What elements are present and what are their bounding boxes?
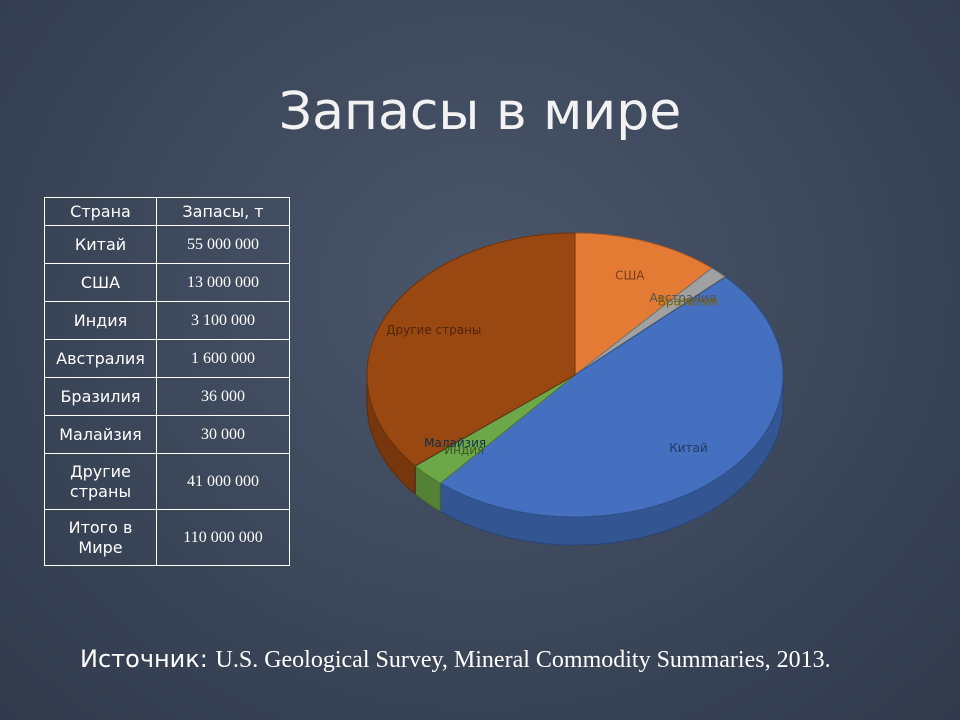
slice-label: Индия [444, 443, 484, 457]
table-row: Бразилия 36 000 [44, 377, 290, 416]
pie-slice [366, 232, 576, 467]
country-cell: США [44, 263, 157, 302]
value-cell: 30 000 [156, 415, 290, 454]
pie-slice [439, 276, 784, 518]
table-header: Страна Запасы, т [44, 197, 290, 226]
table-row: Итого в Мире 110 000 000 [44, 509, 290, 566]
country-cell: Малайзия [44, 415, 157, 454]
slice-label: Бразилия [658, 294, 718, 308]
table-row: Малайзия 30 000 [44, 415, 290, 454]
slice-label: Австралия [649, 291, 716, 305]
table-row: Другие страны 41 000 000 [44, 453, 290, 510]
table-row: США 13 000 000 [44, 263, 290, 302]
country-cell: Бразилия [44, 377, 157, 416]
source: Источник: U.S. Geological Survey, Minera… [80, 645, 831, 674]
value-cell: 1 600 000 [156, 339, 290, 378]
value-cell: 110 000 000 [156, 509, 290, 566]
value-cell: 41 000 000 [156, 453, 290, 510]
value-cell: 13 000 000 [156, 263, 290, 302]
table-row: Индия 3 100 000 [44, 301, 290, 340]
country-cell: Итого в Мире [44, 509, 157, 566]
data-table: Страна Запасы, т Китай 55 000 000 США 13 00… [44, 197, 290, 566]
header-cell: Запасы, т [156, 197, 290, 226]
slice-label: Другие страны [386, 323, 481, 337]
country-cell: Китай [44, 225, 157, 264]
source-text: U.S. Geological Survey, Mineral Commodit… [215, 647, 831, 673]
slice-label: Китай [669, 441, 707, 455]
country-cell: Австралия [44, 339, 157, 378]
table-row: Австралия 1 600 000 [44, 339, 290, 378]
slide-title: Запасы в мире [278, 82, 682, 142]
value-cell: 36 000 [156, 377, 290, 416]
header-cell: Страна [44, 197, 157, 226]
slice-label: США [615, 268, 645, 282]
slice-label: Малайзия [424, 436, 486, 450]
source-label: Источник: [80, 645, 208, 673]
country-cell: Индия [44, 301, 157, 340]
pie-slice [574, 232, 713, 377]
